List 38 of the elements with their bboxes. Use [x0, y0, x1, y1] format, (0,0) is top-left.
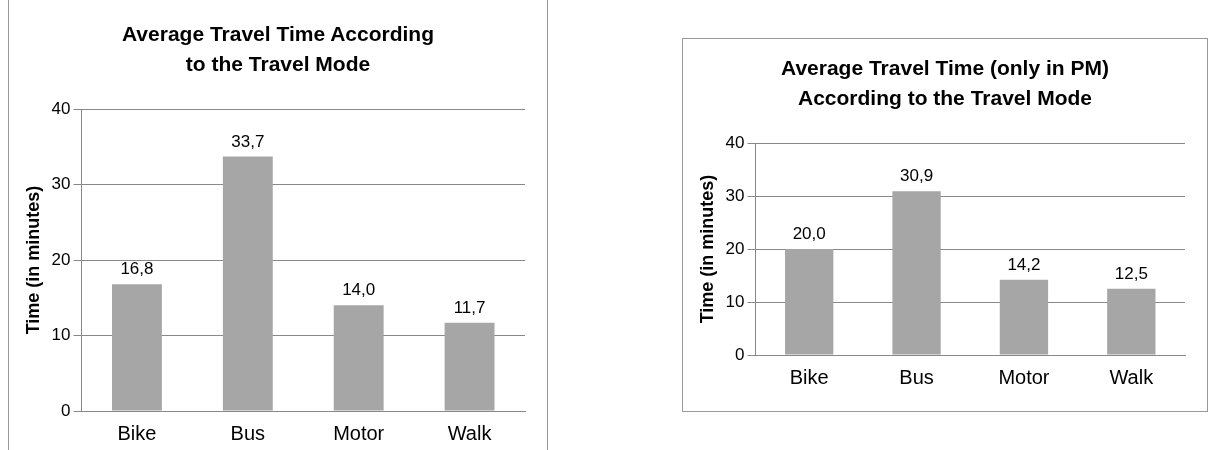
x-tick-label: Bus [899, 365, 934, 388]
bar [222, 156, 273, 411]
bar [112, 284, 162, 411]
chart-title: Average Travel Time (only in PM) According to the Travel Mode [780, 55, 1110, 111]
data-label: 14,0 [342, 280, 376, 300]
y-tick-label: 20 [725, 238, 745, 258]
data-label: 16,8 [120, 259, 154, 279]
bar [999, 279, 1049, 355]
y-tick-label: 0 [61, 400, 71, 420]
x-tick-label: Walk [447, 421, 493, 444]
x-tick-label: Walk [1109, 365, 1155, 388]
bar [333, 305, 384, 411]
y-axis-title: Time (in minutes) [696, 174, 717, 324]
y-tick-label: 30 [725, 185, 745, 205]
y-axis-title: Time (in minutes) [22, 185, 43, 335]
y-tick-label: 0 [735, 344, 745, 364]
y-tick-label: 20 [51, 249, 71, 269]
data-label: 33,7 [231, 131, 265, 151]
y-tick-label: 10 [51, 325, 71, 345]
data-label: 11,7 [453, 297, 486, 317]
bar [444, 322, 495, 411]
y-tick-label: 40 [51, 98, 71, 118]
y-tick-label: 40 [725, 132, 745, 152]
bar [785, 249, 834, 355]
x-tick-label: Bus [230, 421, 266, 444]
x-tick-label: Bike [789, 365, 829, 388]
y-tick-label: 30 [51, 174, 71, 194]
data-label: 14,2 [1007, 254, 1041, 274]
x-tick-label: Bike [117, 421, 157, 444]
bar [1107, 288, 1156, 355]
chart-title: Average Travel Time According to the Travel Mode [121, 21, 435, 77]
x-tick-label: Motor [333, 421, 385, 444]
data-label: 20,0 [792, 224, 826, 244]
bar [892, 191, 941, 355]
x-tick-label: Motor [998, 365, 1050, 388]
data-label: 12,5 [1114, 263, 1148, 283]
y-tick-label: 10 [725, 291, 745, 311]
data-label: 30,9 [900, 166, 934, 186]
